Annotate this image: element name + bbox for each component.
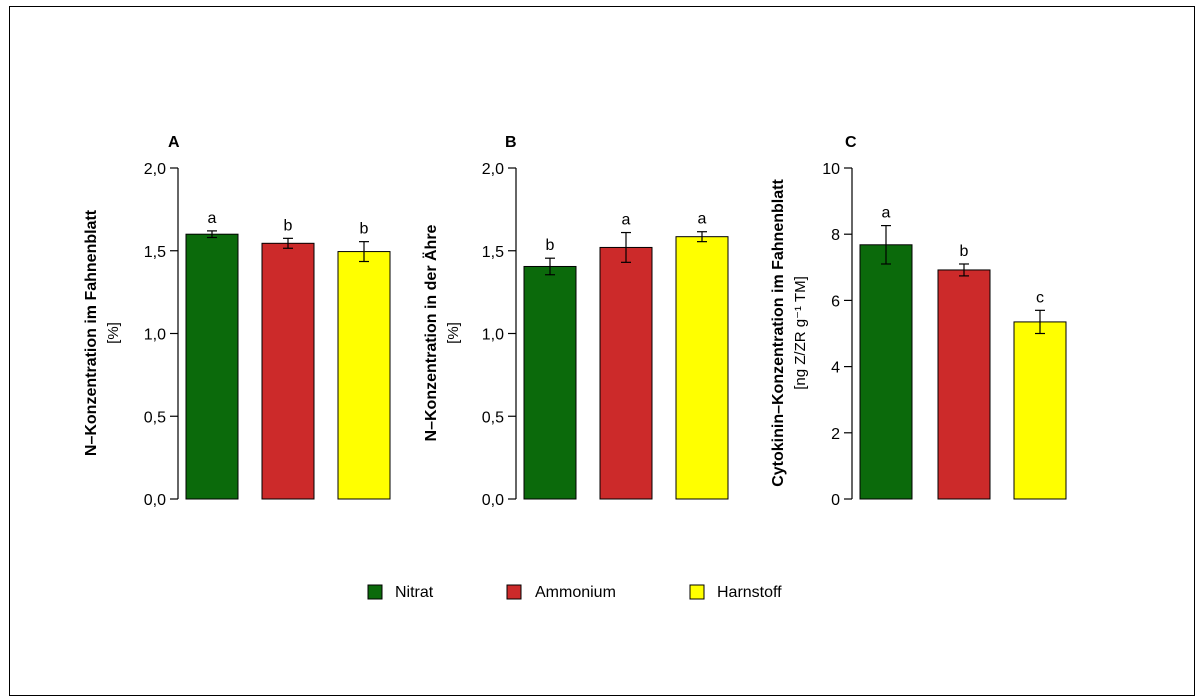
y-axis-unit-c: [ng Z/ZR g⁻¹ TM] <box>792 276 809 390</box>
y-tick-label-a: 2,0 <box>144 161 166 178</box>
y-tick-label-c: 8 <box>831 227 840 244</box>
panel-letter-b: B <box>505 134 517 151</box>
significance-letter-c-harnstoff: c <box>1036 289 1044 306</box>
y-tick-label-c: 10 <box>822 161 840 178</box>
bar-b-ammonium <box>599 246 653 500</box>
significance-letter-c-nitrat: a <box>882 205 891 222</box>
y-axis-label-c: Cytokinin–Konzentration im Fahnenblatt <box>770 179 787 487</box>
y-tick-label-b: 0,5 <box>482 409 504 426</box>
y-tick-label-a: 1,5 <box>144 244 166 261</box>
significance-letter-b-nitrat: b <box>546 237 555 254</box>
significance-letter-c-ammonium: b <box>960 243 969 260</box>
y-axis-label-a: N–Konzentration im Fahnenblatt <box>83 209 100 456</box>
bar-b-harnstoff <box>675 236 729 500</box>
panel-b: B N–Konzentration in der Ähre [%] 0,0 0,5… <box>422 134 729 509</box>
y-tick-label-b: 2,0 <box>482 161 504 178</box>
y-tick-label-b: 1,0 <box>482 327 504 344</box>
bar-a-ammonium <box>261 242 315 500</box>
y-tick-label-c: 2 <box>831 426 840 443</box>
significance-letter-a-ammonium: b <box>284 217 293 234</box>
y-tick-label-c: 6 <box>831 293 840 310</box>
bar-c-nitrat <box>859 244 913 500</box>
bar-c-ammonium <box>937 269 991 500</box>
significance-letter-b-harnstoff: a <box>698 211 707 228</box>
legend-label-ammonium: Ammonium <box>535 584 616 601</box>
significance-letter-b-ammonium: a <box>622 212 631 229</box>
legend-swatch-harnstoff <box>689 584 705 600</box>
y-axis-label-b: N–Konzentration in der Ähre <box>422 224 440 441</box>
panel-a: A N–Konzentration im Fahnenblatt [%] 0,0… <box>83 134 391 509</box>
legend-label-nitrat: Nitrat <box>395 584 434 601</box>
y-tick-label-b: 0,0 <box>482 492 504 509</box>
panel-letter-a: A <box>168 134 180 151</box>
y-tick-label-c: 0 <box>831 492 840 509</box>
bar-c-harnstoff <box>1013 321 1067 500</box>
panel-letter-c: C <box>845 134 857 151</box>
y-tick-label-c: 4 <box>831 360 840 377</box>
y-tick-label-b: 1,5 <box>482 244 504 261</box>
y-tick-label-a: 1,0 <box>144 327 166 344</box>
bar-b-nitrat <box>523 265 577 500</box>
bar-a-harnstoff <box>337 251 391 500</box>
legend-label-harnstoff: Harnstoff <box>717 584 782 601</box>
legend: Nitrat Ammonium Harnstoff <box>367 584 782 601</box>
significance-letter-a-nitrat: a <box>208 210 217 227</box>
bar-a-nitrat <box>185 233 239 500</box>
y-tick-label-a: 0,0 <box>144 492 166 509</box>
panel-c: C Cytokinin–Konzentration im Fahnenblatt… <box>770 134 1067 509</box>
legend-swatch-ammonium <box>506 584 522 600</box>
legend-swatch-nitrat <box>367 584 383 600</box>
y-axis-unit-a: [%] <box>105 322 122 344</box>
y-tick-label-a: 0,5 <box>144 409 166 426</box>
y-axis-unit-b: [%] <box>445 322 462 344</box>
significance-letter-a-harnstoff: b <box>360 221 369 238</box>
